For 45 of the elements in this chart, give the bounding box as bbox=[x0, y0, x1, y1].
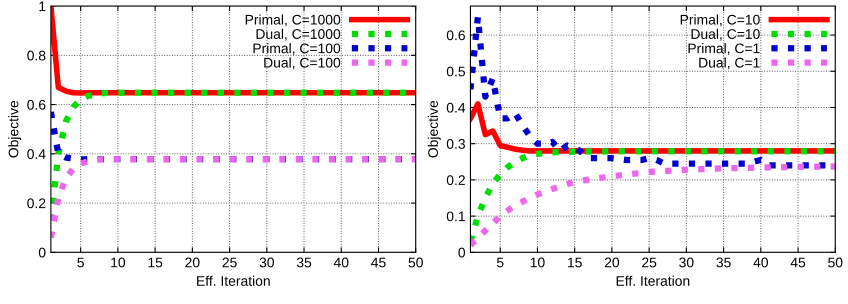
y-tick-label: 1 bbox=[39, 2, 46, 12]
y-tick-label: 0.8 bbox=[27, 50, 46, 60]
x-tick-label: 50 bbox=[828, 258, 842, 268]
x-tick-label: 50 bbox=[408, 258, 423, 268]
x-tick-label: 20 bbox=[604, 258, 620, 268]
x-tick-label: 15 bbox=[148, 258, 162, 268]
y-tick-label: 0.3 bbox=[446, 139, 465, 149]
legend-label: Primal, C=1 bbox=[688, 43, 760, 55]
y-tick-label: 0.5 bbox=[446, 66, 465, 76]
legend-label: Primal, C=100 bbox=[253, 43, 340, 55]
legend-label: Dual, C=1 bbox=[699, 57, 760, 70]
legend-label: Primal, C=1000 bbox=[246, 14, 340, 26]
y-tick-label: 0.1 bbox=[446, 211, 465, 222]
legend-label: Primal, C=10 bbox=[680, 14, 760, 26]
x-tick-label: 35 bbox=[296, 258, 312, 268]
y-axis-title: Objective bbox=[428, 100, 441, 158]
y-tick-label: 0 bbox=[458, 248, 466, 258]
x-tick-label: 40 bbox=[334, 258, 348, 268]
x-tick-label: 15 bbox=[568, 258, 582, 268]
y-tick-label: 0.4 bbox=[446, 102, 466, 113]
y-tick-label: 0.6 bbox=[446, 30, 465, 40]
x-tick-label: 20 bbox=[185, 258, 200, 268]
x-tick-label: 5 bbox=[77, 258, 84, 268]
x-tick-label: 30 bbox=[679, 258, 694, 268]
x-tick-label: 10 bbox=[530, 258, 545, 268]
x-tick-label: 45 bbox=[371, 258, 386, 268]
y-tick-label: 0 bbox=[38, 248, 46, 258]
y-tick-label: 0.2 bbox=[446, 175, 465, 186]
x-tick-label: 45 bbox=[790, 258, 806, 268]
legend-label: Dual, C=10 bbox=[692, 28, 760, 41]
x-tick-label: 10 bbox=[111, 258, 126, 268]
x-tick-label: 30 bbox=[260, 258, 274, 268]
x-tick-label: 5 bbox=[496, 258, 504, 268]
x-tick-label: 40 bbox=[753, 258, 768, 268]
legend-label: Dual, C=100 bbox=[264, 57, 340, 70]
x-axis-title: Eff. Iteration bbox=[197, 276, 270, 286]
y-tick-label: 0.2 bbox=[27, 198, 46, 208]
x-axis-title: Eff. Iteration bbox=[616, 276, 690, 286]
y-axis-title: Objective bbox=[8, 100, 22, 158]
legend-label: Dual, C=1000 bbox=[256, 28, 340, 41]
y-tick-label: 0.4 bbox=[27, 149, 46, 159]
x-tick-label: 25 bbox=[222, 258, 237, 268]
x-tick-label: 25 bbox=[642, 258, 656, 268]
x-tick-label: 35 bbox=[716, 258, 731, 268]
y-tick-label: 0.6 bbox=[27, 100, 46, 110]
